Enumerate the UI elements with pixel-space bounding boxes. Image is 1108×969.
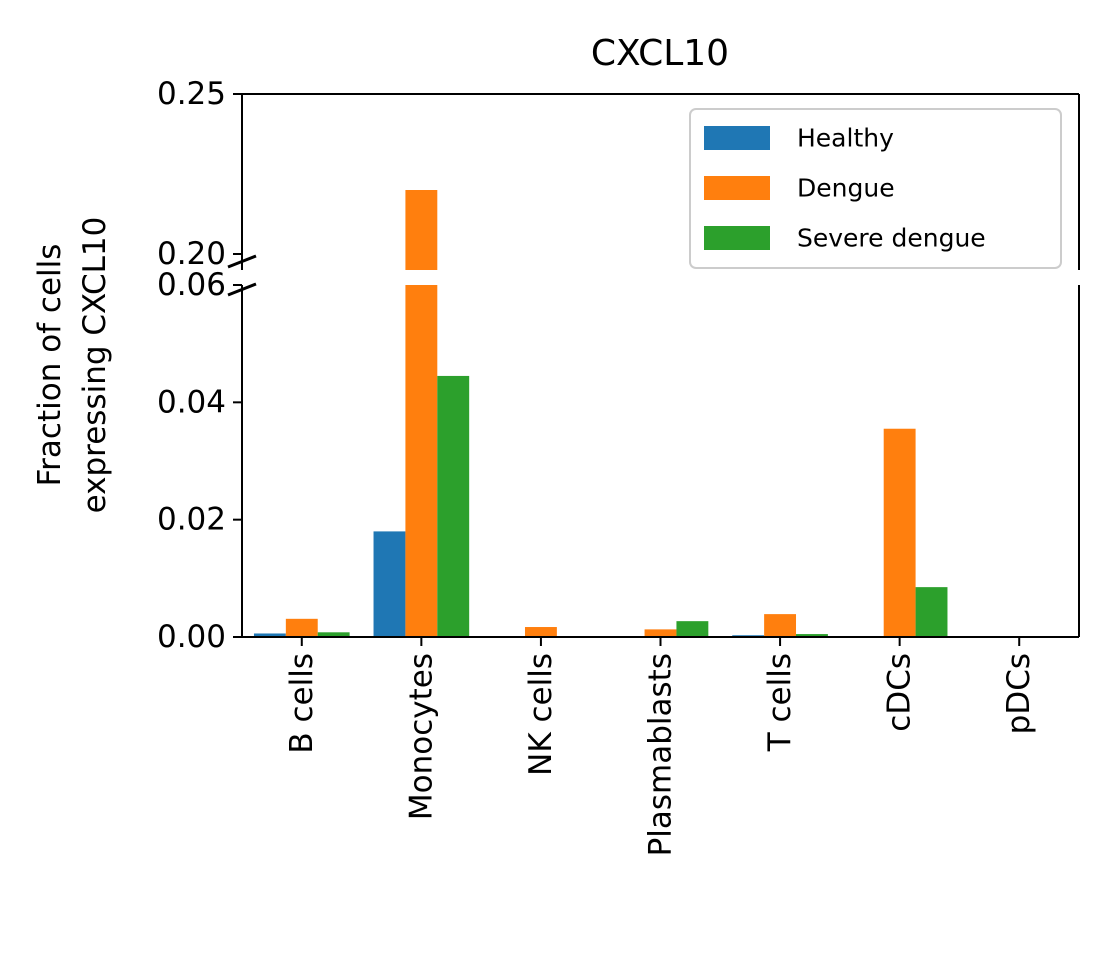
bar-b-cells-severe-dengue — [317, 632, 350, 637]
x-tick-label-b-cells: B cells — [284, 653, 320, 754]
bar-cdcs-dengue — [883, 428, 916, 637]
x-tick-label-nk-cells: NK cells — [523, 653, 559, 776]
y-axis-title-line-1: Fraction of cells — [32, 244, 68, 487]
x-tick-label-plasmablasts: Plasmablasts — [643, 653, 679, 856]
y-tick-label: 0.20 — [157, 236, 226, 272]
x-tick-label-cdcs: cDCs — [882, 653, 918, 732]
y-tick-label: 0.00 — [157, 619, 226, 655]
legend-swatch-healthy — [704, 126, 770, 150]
legend-label-healthy: Healthy — [797, 124, 894, 153]
legend: Healthy Dengue Severe dengue — [689, 108, 1062, 269]
lower-panel: B cells Monocytes NK cells Plasmablasts T ce… — [157, 267, 1080, 856]
bar-b-cells-healthy — [253, 633, 286, 637]
bar-plasmablasts-dengue — [644, 629, 677, 637]
y-tick-label: 0.02 — [157, 502, 226, 538]
bar-nk-cells-dengue — [524, 627, 557, 637]
bar-monocytes-dengue — [405, 285, 438, 637]
bar-t-cells-dengue — [764, 614, 797, 637]
x-tick-label-t-cells: T cells — [762, 653, 798, 752]
y-tick-label: 0.04 — [157, 384, 226, 420]
y-tick-label: 0.06 — [157, 267, 226, 303]
legend-swatch-dengue — [704, 176, 770, 200]
legend-label-dengue: Dengue — [797, 174, 895, 203]
legend-frame — [689, 108, 1062, 269]
y-tick-label: 0.25 — [157, 76, 226, 112]
upper-panel: 0.20 0.25 — [157, 76, 1080, 272]
axis-break-mark — [227, 254, 257, 269]
x-tick-label-monocytes: Monocytes — [403, 653, 439, 820]
bar-monocytes-healthy — [373, 531, 406, 637]
legend-swatch-severe-dengue — [704, 226, 770, 250]
bar-monocytes-severe-dengue — [437, 375, 470, 637]
axis-break-mark — [227, 282, 257, 297]
chart-title: CXCL10 — [591, 33, 729, 74]
bar-monocytes-dengue-upper — [405, 190, 438, 270]
y-axis-title: Fraction of cells expressing CXCL10 — [32, 217, 113, 514]
bar-cdcs-severe-dengue — [915, 587, 948, 637]
x-tick-label-pdcs: pDCs — [1001, 653, 1037, 734]
bar-t-cells-severe-dengue — [796, 634, 828, 637]
y-axis-title-line-2: expressing CXCL10 — [77, 217, 113, 514]
legend-label-severe-dengue: Severe dengue — [797, 224, 986, 253]
bar-b-cells-dengue — [285, 618, 318, 637]
bar-plasmablasts-severe-dengue — [676, 621, 709, 637]
